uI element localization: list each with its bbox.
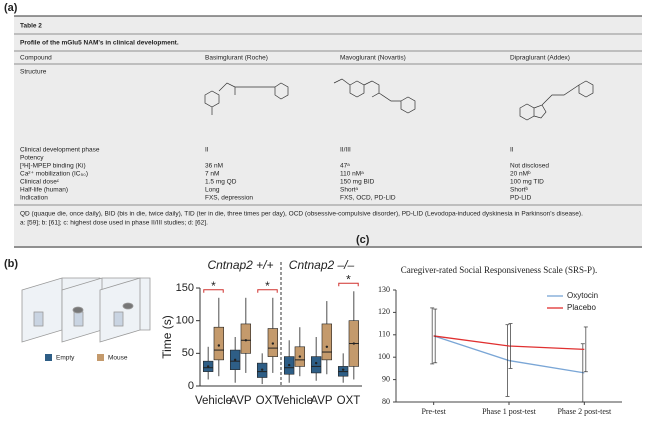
table-cell: 110 nMᵃ	[340, 171, 364, 178]
legend-label: Placebo	[567, 303, 596, 312]
y-tick-label: 100	[378, 352, 390, 361]
table-cell: II	[205, 147, 209, 154]
legend-label: Empty	[56, 355, 75, 362]
x-tick-label: Phase 2 post-test	[557, 407, 612, 416]
x-tick-label: OXT	[337, 395, 361, 407]
y-tick-label: 110	[378, 330, 390, 339]
table-cell: [³H]-MPEP binding (Ki)	[20, 163, 86, 170]
mean	[233, 358, 237, 362]
mean	[352, 342, 356, 345]
table-footnote: QD (quaque die, once daily), BID (bis in…	[20, 211, 583, 218]
significance-label: *	[346, 272, 351, 286]
significance-bracket	[338, 282, 359, 287]
chemical-structures	[204, 78, 594, 121]
table-cell: Indication	[20, 195, 48, 202]
table-cell: Ca²⁺ mobilization (IC₅₀)	[20, 171, 88, 178]
group-label: Cntnap2 +/+	[207, 258, 273, 272]
table-cell: Long	[205, 187, 220, 194]
table-cell: 100 mg TID	[510, 179, 544, 186]
table-cell: FXS, OCD, PD-LID	[340, 195, 396, 202]
table-cell: II/III	[340, 147, 351, 154]
chart-title: Caregiver-rated Social Responsiveness Sc…	[401, 265, 598, 275]
legend-label: Oxytocin	[567, 291, 598, 300]
significance-label: *	[211, 279, 216, 293]
box	[321, 323, 333, 361]
table-cell: Not disclosed	[510, 163, 549, 170]
table-background	[14, 16, 642, 248]
significance-bracket	[203, 289, 224, 293]
panel-label: (b)	[4, 258, 18, 270]
legend-label: Mouse	[108, 355, 128, 362]
series-line	[433, 335, 585, 351]
x-tick-label: AVP	[229, 395, 251, 407]
table-cell: 7 nM	[205, 171, 219, 178]
table-header: Basimglurant (Roche)	[205, 55, 268, 62]
table-label: Table 2	[20, 23, 42, 30]
schematic	[21, 277, 151, 343]
y-tick-label: 50	[182, 347, 194, 359]
table-cell: FXS, depression	[205, 195, 253, 202]
table-cell: Structure	[20, 69, 47, 76]
x-tick-label: OXT	[256, 395, 280, 407]
table-cell: II	[510, 147, 514, 154]
table-cell: 150 mg BID	[340, 179, 375, 186]
panel-label: (a)	[4, 2, 18, 14]
mean	[298, 355, 302, 358]
table-cell: Shortᵇ	[510, 187, 529, 194]
group-label: Cntnap2 –/–	[289, 258, 355, 272]
box	[240, 323, 252, 354]
significance-bracket	[257, 289, 278, 293]
y-tick-label: 120	[378, 307, 390, 316]
panel-label: (c)	[356, 234, 370, 246]
mean	[314, 361, 318, 365]
table-cell: 36 nM	[205, 163, 223, 170]
table-cell: 1.5 mg QD	[205, 179, 237, 186]
x-tick-label: AVP	[310, 395, 332, 407]
y-axis-label: Time (s)	[160, 315, 174, 359]
table-cell: Potency	[20, 155, 44, 162]
mean	[260, 368, 264, 371]
mean	[287, 363, 291, 367]
table-header: Mavoglurant (Novartis)	[340, 55, 406, 62]
mean	[206, 365, 210, 368]
table-cell: Half-life (human)	[20, 187, 68, 194]
box	[310, 356, 322, 374]
legend-swatch	[97, 354, 104, 361]
mean	[244, 339, 248, 342]
table-header: Dipraglurant (Addex)	[510, 55, 570, 62]
y-tick-label: 130	[378, 285, 390, 294]
y-tick-label: 0	[188, 380, 194, 392]
mean	[271, 342, 275, 345]
significance-label: *	[265, 279, 270, 293]
y-tick-label: 150	[176, 282, 194, 294]
y-tick-label: 100	[176, 315, 194, 327]
y-tick-label: 80	[382, 397, 390, 406]
x-tick-label: Phase 1 post-test	[482, 407, 537, 416]
mean	[325, 345, 329, 348]
table-footnote: a: [59]; b: [61]; c: highest dose used i…	[20, 220, 208, 227]
x-tick-label: Pre-test	[421, 407, 446, 416]
mean	[217, 344, 221, 347]
series-line	[433, 335, 585, 374]
mean	[341, 368, 345, 371]
y-tick-label: 90	[382, 374, 390, 383]
table-cell: 47ᵃ	[340, 163, 350, 170]
table-title: Profile of the mGlu5 NAM's in clinical d…	[20, 40, 179, 47]
table-cell: 20 nMᵇ	[510, 171, 531, 178]
legend-swatch	[45, 354, 52, 361]
table-cell: Clinical doseᶜ	[20, 179, 60, 186]
x-tick-label: Vehicle	[195, 395, 232, 407]
table-cell: PD-LID	[510, 195, 532, 202]
table-cell: Clinical development phase	[20, 147, 100, 154]
x-tick-label: Vehicle	[276, 395, 313, 407]
box	[213, 326, 225, 361]
table-header: Compound	[20, 55, 52, 62]
table-cell: Shortᵃ	[340, 187, 359, 194]
